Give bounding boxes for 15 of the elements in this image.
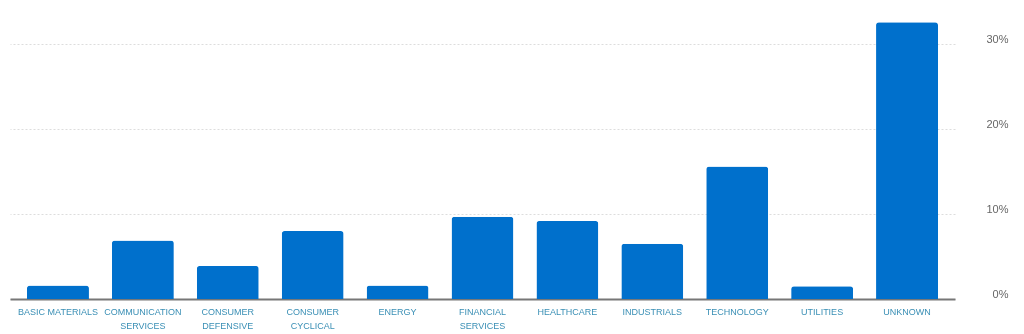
- x-tick-label: ENERGY: [378, 306, 417, 317]
- x-tick-label: INDUSTRIALS: [622, 306, 683, 317]
- x-tick-label: UTILITIES: [801, 306, 844, 317]
- x-tick-label: BASIC MATERIALS: [18, 306, 98, 317]
- x-tick-label: FINANCIAL SERVICES: [458, 306, 507, 331]
- y-tick-label: 0%: [992, 287, 1009, 300]
- y-tick-label: 20%: [986, 117, 1009, 130]
- x-tick-label: HEALTHCARE: [537, 306, 598, 317]
- x-tick-label: UNKNOWN: [883, 306, 931, 317]
- x-tick-label: CONSUMER DEFENSIVE: [201, 306, 255, 331]
- x-tick-label: TECHNOLOGY: [705, 306, 769, 317]
- y-tick-label: 10%: [986, 202, 1009, 215]
- x-tick-label: COMMUNICATION SERVICES: [104, 306, 182, 331]
- y-tick-label: 30%: [986, 32, 1009, 45]
- x-tick-label: CONSUMER CYCLICAL: [286, 306, 340, 331]
